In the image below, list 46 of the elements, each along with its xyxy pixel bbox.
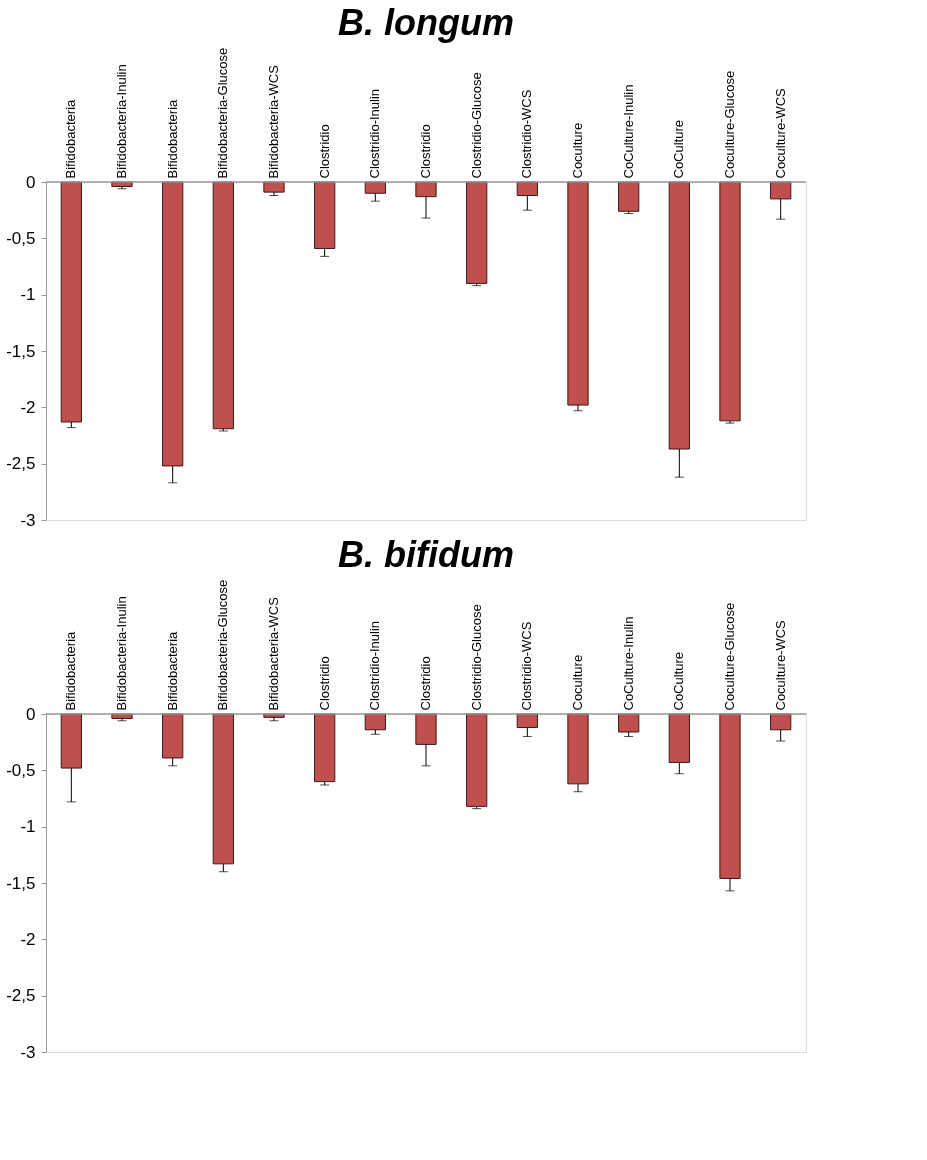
y-tick-label: -1,5 [6,873,36,893]
x-tick-label: Clostridio [418,656,433,711]
x-tick-label: Bifidobacteria [63,630,79,711]
x-tick-label: Clostridio-Inulin [367,620,383,711]
x-tick-label: Clostridio-Inulin [367,88,383,179]
y-tick-label: 0 [26,172,36,192]
y-tick-label: 0 [26,704,36,724]
x-tick-label: Bifidobacteria-Inulin [114,596,129,711]
x-tick-label: CoCulture [671,651,687,711]
x-tick-label: CoCulture [671,119,687,179]
x-tick-label: Bifidobacteria-Glucose [215,579,231,711]
x-tick-label: Coculture-WCS [772,619,788,711]
chart-title: B. longum [338,2,514,44]
y-tick-label: -0,5 [6,760,36,780]
x-tick-label: Clostridio-WCS [519,89,535,179]
x-tick-label: Coculture [570,654,585,711]
x-tick-label: Bifidobacteria [63,98,79,179]
x-tick-label: CoCulture-Inulin [620,616,636,711]
x-tick-label: Coculture-Glucose [722,70,737,179]
y-tick-label: -3 [20,1042,36,1062]
x-tick-label: CoCulture-Inulin [620,84,636,179]
x-tick-label: Clostridio-Glucose [468,72,484,179]
x-tick-label: Bifidobacteria-WCS [266,596,281,711]
y-tick-label: -2,5 [6,454,36,474]
x-tick-label: Bifidobacteria-Inulin [114,64,129,179]
x-tick-label: Clostridio-WCS [519,621,535,711]
x-tick-label: Coculture-Glucose [722,602,737,711]
y-tick-label: -0,5 [6,228,36,248]
x-tick-label: Coculture-WCS [772,87,788,179]
x-tick-label: Clostridio [316,124,332,179]
y-tick-label: -1 [20,285,36,305]
x-tick-label: Bifidobacteria [164,630,180,711]
y-tick-label: -2,5 [6,986,36,1006]
x-tick-label: Coculture [570,122,585,179]
y-tick-label: -1,5 [6,341,36,361]
x-tick-label: Clostridio-Glucose [468,604,484,711]
x-tick-label: Bifidobacteria-Glucose [215,47,231,179]
x-tick-label: Bifidobacteria [164,98,180,179]
y-tick-label: -2 [20,929,36,949]
x-tick-label: Clostridio [316,656,332,711]
x-tick-label: Clostridio [418,124,433,179]
x-tick-label: Bifidobacteria-WCS [266,64,281,179]
y-tick-label: -3 [20,510,36,530]
y-tick-label: -2 [20,397,36,417]
chart-title: B. bifidum [338,534,514,576]
y-tick-label: -1 [20,817,36,837]
